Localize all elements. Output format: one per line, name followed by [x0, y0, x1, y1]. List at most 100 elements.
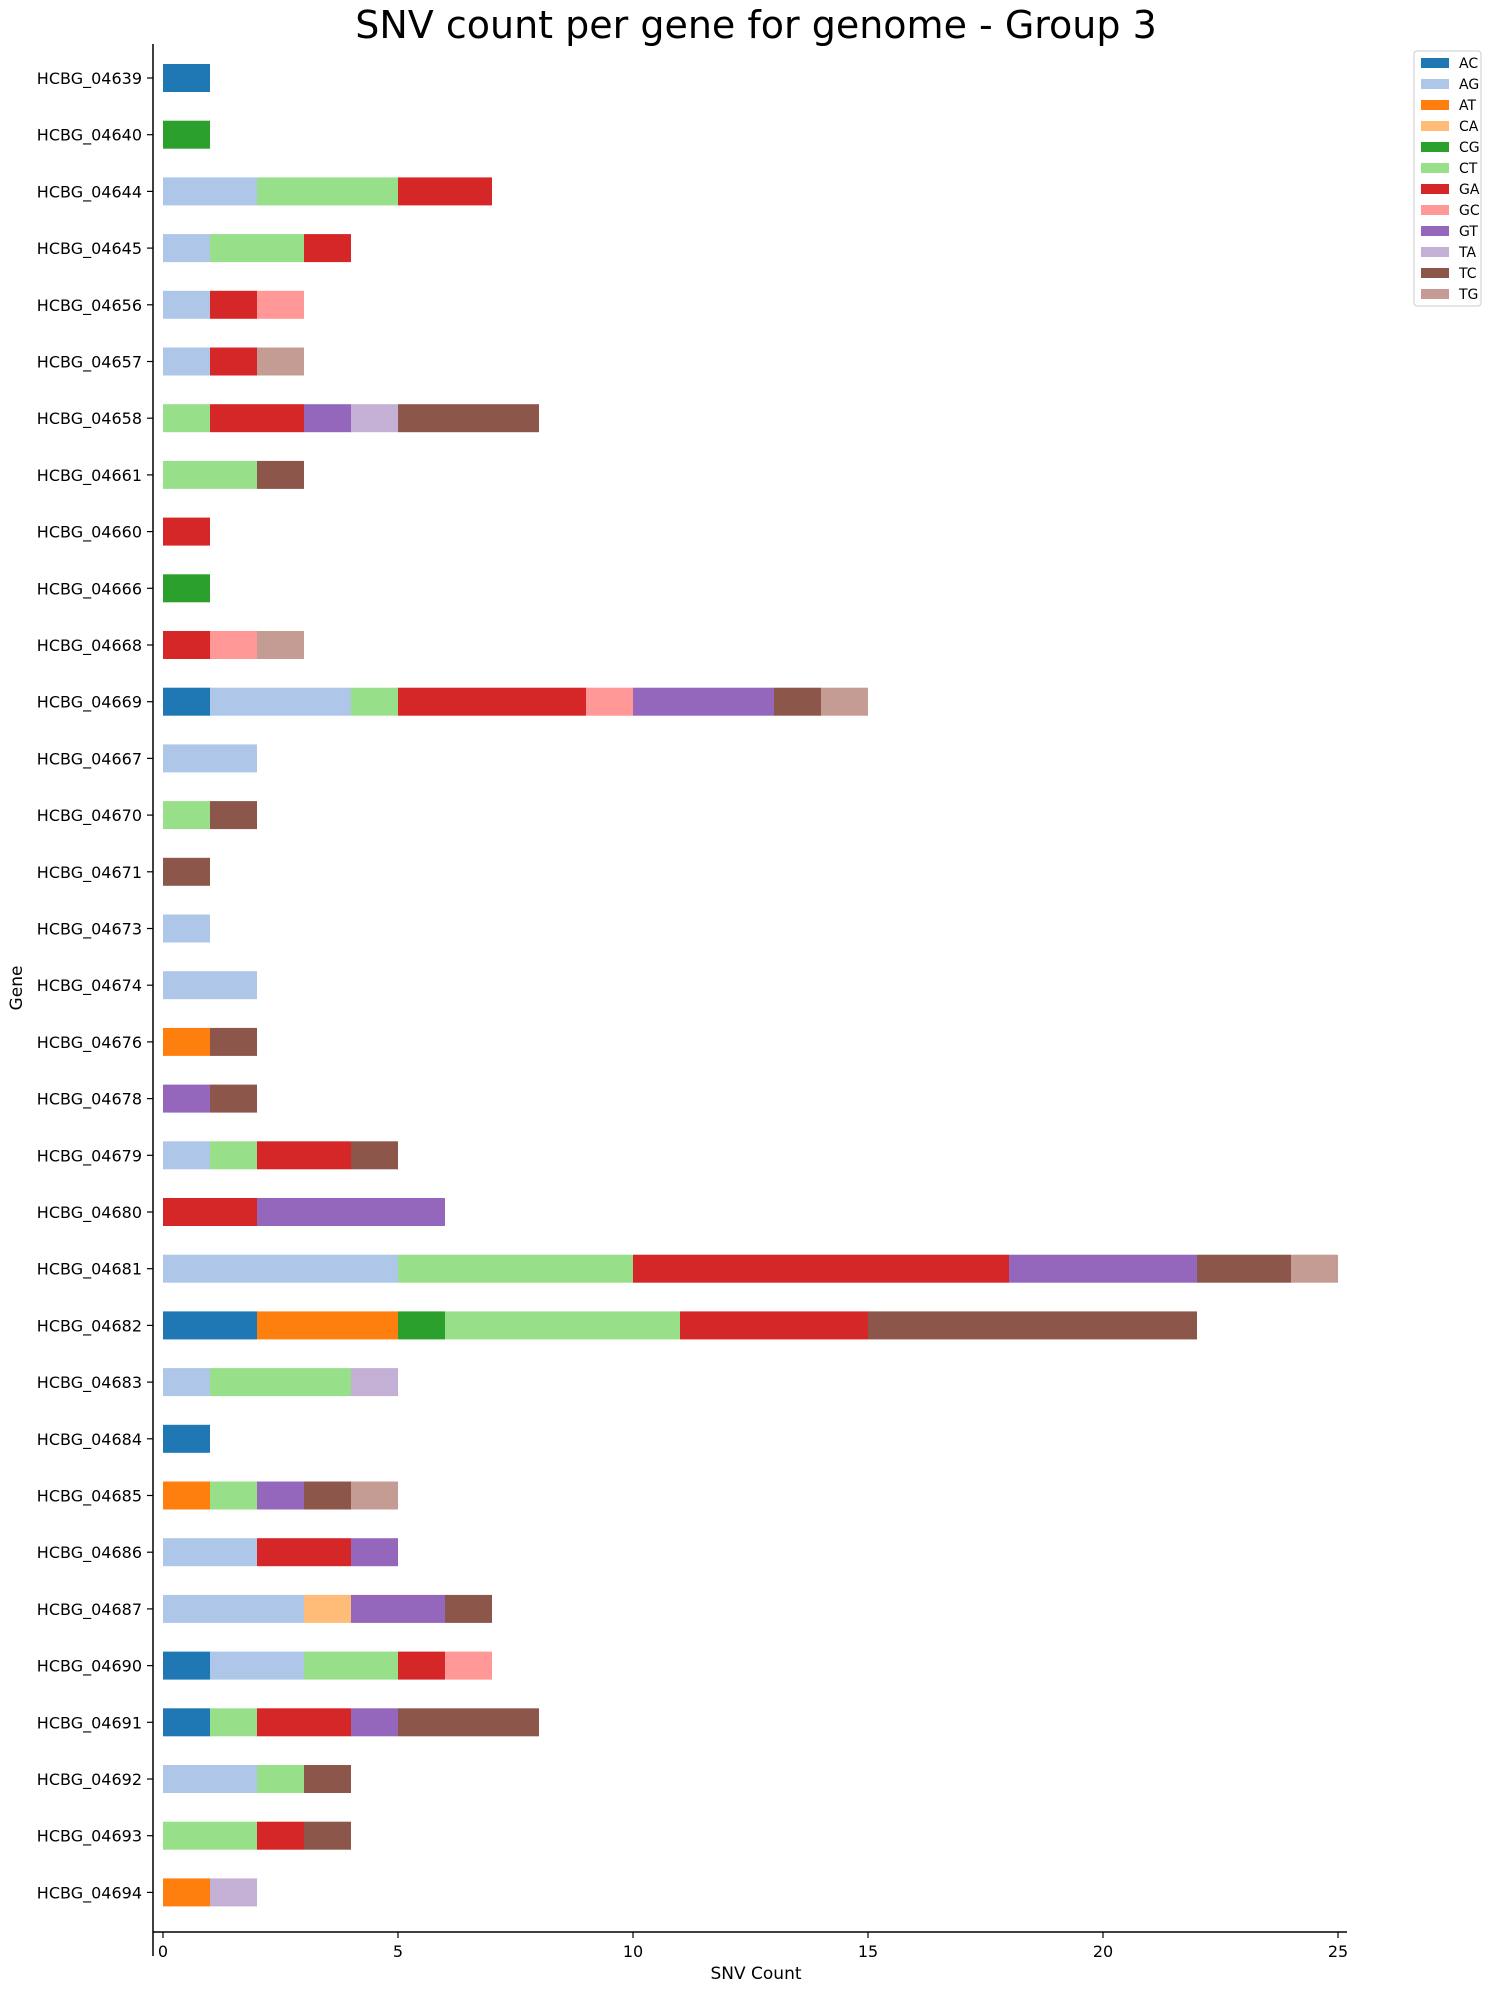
bar-segment-gc	[445, 1651, 492, 1680]
bar-segment-tc	[1197, 1254, 1291, 1283]
bar-segment-tc	[257, 460, 304, 489]
bar-segment-ag	[163, 1538, 257, 1567]
bar-segment-ct	[163, 801, 210, 830]
bar-segment-ac	[163, 1311, 257, 1340]
bar-segment-ga	[257, 1821, 304, 1850]
bar-segment-gc	[586, 687, 633, 716]
y-tick-label: HCBG_04676	[37, 1033, 142, 1053]
bar-segment-tc	[868, 1311, 1197, 1340]
bar-segment-ct	[398, 1254, 633, 1283]
bar-segment-at	[163, 1878, 210, 1907]
bar-segment-tc	[398, 1708, 539, 1737]
bar-segment-ta	[351, 404, 398, 433]
y-tick-label: HCBG_04683	[37, 1373, 142, 1393]
bar-segment-ag	[163, 1141, 210, 1170]
y-tick-label: HCBG_04674	[37, 976, 142, 996]
bar-segment-tc	[304, 1765, 351, 1793]
bar-segment-ct	[445, 1311, 680, 1340]
y-tick-label: HCBG_04671	[37, 863, 142, 883]
y-tick-label: HCBG_04694	[37, 1883, 142, 1903]
bar-segment-ct	[163, 1821, 257, 1850]
legend-label-cg: CG	[1459, 140, 1480, 156]
legend-swatch-ct	[1421, 163, 1449, 173]
bar-segment-gt	[163, 1084, 210, 1113]
y-tick-label: HCBG_04685	[37, 1487, 142, 1507]
y-tick-label: HCBG_04660	[37, 523, 142, 543]
x-axis: 0 5 10 15 20 25	[153, 1931, 1348, 1961]
bar-segment-ga	[680, 1311, 868, 1340]
bar-segment-ta	[210, 1878, 257, 1907]
bar-segment-gt	[257, 1198, 445, 1226]
y-tick-label: HCBG_04656	[37, 296, 142, 316]
y-tick-label: HCBG_04681	[37, 1260, 142, 1280]
y-tick-label: HCBG_04644	[37, 182, 142, 202]
bar-segment-ag	[163, 1765, 257, 1793]
y-tick-label: HCBG_04684	[37, 1430, 142, 1450]
bar-segment-ag	[210, 687, 351, 716]
legend-swatch-ac	[1421, 58, 1449, 68]
legend-swatch-tg	[1421, 289, 1449, 299]
legend-label-ca: CA	[1459, 119, 1479, 135]
bar-segment-ag	[163, 971, 257, 1000]
bar-segment-ga	[210, 404, 304, 433]
bar-segment-tc	[163, 857, 210, 886]
y-tick-label: HCBG_04658	[37, 409, 142, 429]
bar-segment-ag	[210, 1651, 304, 1680]
legend-swatch-tc	[1421, 268, 1449, 278]
y-tick-label: HCBG_04693	[37, 1827, 142, 1847]
bar-segment-ct	[163, 404, 210, 433]
bar-segment-ag	[163, 1594, 304, 1623]
legend-label-tc: TC	[1458, 266, 1477, 282]
bar-segment-tg	[351, 1481, 398, 1510]
x-tick-label: 15	[858, 1942, 878, 1961]
bar-segment-gt	[633, 687, 774, 716]
y-tick-label: HCBG_04661	[37, 466, 142, 486]
legend-swatch-gc	[1421, 205, 1449, 215]
y-tick-label: HCBG_04692	[37, 1770, 142, 1790]
legend-swatch-ga	[1421, 184, 1449, 194]
y-tick-label: HCBG_04667	[37, 749, 142, 769]
bar-segment-gt	[351, 1538, 398, 1567]
bar-segment-cg	[163, 574, 210, 603]
y-tick-label: HCBG_04645	[37, 239, 142, 259]
bar-segment-ct	[210, 234, 304, 263]
bar-segment-ga	[257, 1141, 351, 1170]
bar-segment-ca	[304, 1594, 351, 1623]
bar-segment-tg	[257, 347, 304, 376]
bar-segment-ga	[210, 347, 257, 376]
x-tick-label: 5	[393, 1942, 403, 1961]
bar-segment-ga	[398, 1651, 445, 1680]
bar-segment-at	[257, 1311, 398, 1340]
legend-label-ct: CT	[1459, 161, 1478, 177]
chart-title: SNV count per gene for genome - Group 3	[355, 3, 1157, 47]
x-tick-label: 0	[158, 1942, 168, 1961]
bar-segment-gc	[210, 631, 257, 659]
bar-segment-ct	[210, 1708, 257, 1737]
bar-segment-ga	[210, 290, 257, 319]
bar-segment-ac	[163, 64, 210, 92]
bar-segment-ga	[257, 1538, 351, 1567]
y-tick-label: HCBG_04639	[37, 69, 142, 89]
x-axis-label: SNV Count	[710, 1964, 801, 1984]
legend-swatch-ca	[1421, 121, 1449, 131]
y-tick-label: HCBG_04691	[37, 1713, 142, 1733]
legend: AC AG AT CA CG CT GA GC GT TA TC TG	[1413, 50, 1482, 307]
bar-segment-at	[163, 1481, 210, 1510]
bar-segment-gt	[257, 1481, 304, 1510]
bar-segment-ag	[163, 1254, 398, 1283]
y-tick-label: HCBG_04678	[37, 1090, 142, 1110]
legend-frame	[1413, 50, 1482, 307]
legend-label-ag: AG	[1459, 77, 1479, 93]
legend-label-ga: GA	[1459, 182, 1480, 198]
bar-segment-ag	[163, 744, 257, 773]
legend-swatch-ag	[1421, 79, 1449, 89]
legend-swatch-gt	[1421, 226, 1449, 236]
bar-segment-ag	[163, 234, 210, 263]
bar-segment-tc	[210, 801, 257, 830]
bar-segment-tg	[1291, 1254, 1338, 1283]
bar-segment-tc	[304, 1481, 351, 1510]
y-tick-label: HCBG_04687	[37, 1600, 142, 1620]
bar-segment-tg	[821, 687, 868, 716]
y-axis: HCBG_04639 HCBG_04640 HCBG_04644 HCBG_04645…	[37, 44, 154, 1956]
